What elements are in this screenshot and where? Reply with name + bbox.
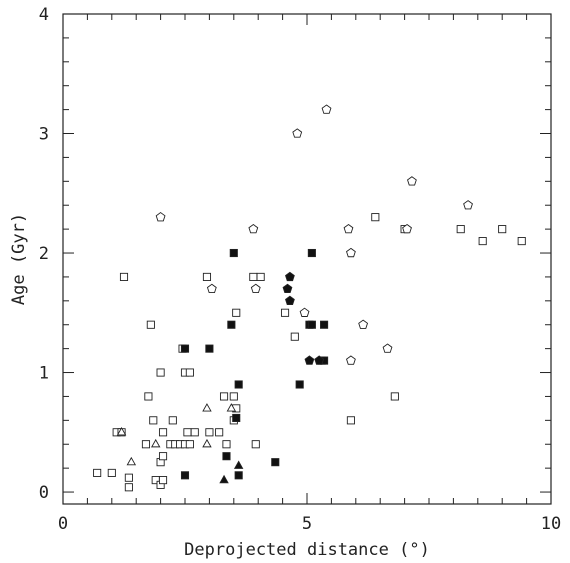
filled-square-point [222,452,231,461]
y-tick-label: 1 [39,364,49,384]
filled-pentagon-point [285,295,295,305]
filled-square-point [180,471,190,480]
open-square-point [185,368,194,377]
open-square-point [149,416,158,425]
plot-border [62,13,552,505]
open-pentagon-point [402,223,412,234]
axis-ticks [62,13,552,504]
filled-square-point [227,320,236,329]
filled-square-point [307,248,316,258]
open-square-point [158,428,168,437]
open-square-point [124,473,133,482]
y-tick-labels: 0 1 2 3 4 [39,5,49,503]
open-square-point [158,452,168,461]
filled-triangle-point [219,474,229,484]
open-square-point [256,272,265,281]
y-tick-label: 3 [39,125,49,145]
filled-square-point [232,413,241,423]
filled-square-point [271,458,280,467]
open-square-point [478,237,487,246]
x-axis-label: Deprojected distance (°) [184,540,430,560]
filled-pentagon-point [304,355,315,365]
open-triangle-point [226,403,237,412]
open-square-point [185,440,194,449]
y-tick-label: 4 [39,5,49,25]
open-square-point [144,392,153,401]
open-square-point [346,416,355,425]
y-tick-label: 2 [39,244,49,264]
open-square-point [146,320,155,329]
open-triangle-point [202,403,212,412]
open-square-point [158,476,168,485]
open-square-point [93,468,102,477]
open-square-point [119,272,129,281]
x-tick-labels: 0 5 10 [58,514,561,534]
x-tick-label: 10 [541,514,561,534]
open-square-point [251,440,260,449]
filled-pentagon-point [314,355,325,365]
open-square-point [215,428,224,437]
filled-square-point [234,471,243,480]
open-square-point [183,428,192,437]
plot-frame [62,13,552,505]
open-triangle-point [202,438,212,448]
open-square-point [202,272,212,281]
filled-square-point [320,320,329,329]
open-pentagon-point [463,200,473,210]
open-pentagon-point [407,176,417,186]
x-tick-label: 5 [302,514,312,534]
open-pentagon-point [358,319,369,329]
open-square-point [517,237,526,246]
open-square-point [141,440,151,449]
open-square-point [249,272,258,281]
open-square-point [456,225,465,234]
open-pentagon-point [346,355,356,365]
open-square-point [371,213,380,222]
open-square-point [290,332,299,341]
open-square-point [219,392,229,401]
y-axis-label: Age (Gyr) [9,213,29,305]
open-square-point [498,225,507,234]
open-pentagon-point [250,283,261,294]
filled-pentagon-point [285,271,295,282]
filled-square-point [307,320,316,329]
filled-square-point [229,248,238,258]
open-square-point [168,416,177,425]
open-pentagon-point [155,212,166,222]
open-pentagon-point [248,223,259,234]
filled-square-point [295,380,304,389]
filled-square-point [180,344,190,353]
open-pentagon-point [292,128,303,138]
filled-pentagon-point [282,283,293,294]
open-triangle-point [150,438,161,448]
open-pentagon-point [346,247,356,258]
filled-triangle-point [233,460,244,469]
filled-square-point [234,380,243,389]
open-square-point [222,440,231,449]
open-square-point [229,392,238,401]
open-square-point [232,308,241,317]
open-square-point [107,468,116,477]
open-square-point [205,428,214,437]
filled-square-point [205,344,214,353]
open-square-point [156,368,165,377]
x-tick-label: 0 [58,514,68,534]
open-square-point [390,392,399,401]
data-points [93,104,526,492]
y-tick-label: 0 [39,483,49,503]
open-square-point [124,483,133,492]
open-triangle-point [126,456,137,466]
open-triangle-point [116,426,127,436]
open-square-point [280,308,290,317]
open-pentagon-point [343,223,354,234]
open-pentagon-point [299,307,310,317]
open-pentagon-point [382,343,393,353]
open-pentagon-point [206,283,217,294]
open-square-point [190,428,199,437]
open-pentagon-point [321,104,332,114]
